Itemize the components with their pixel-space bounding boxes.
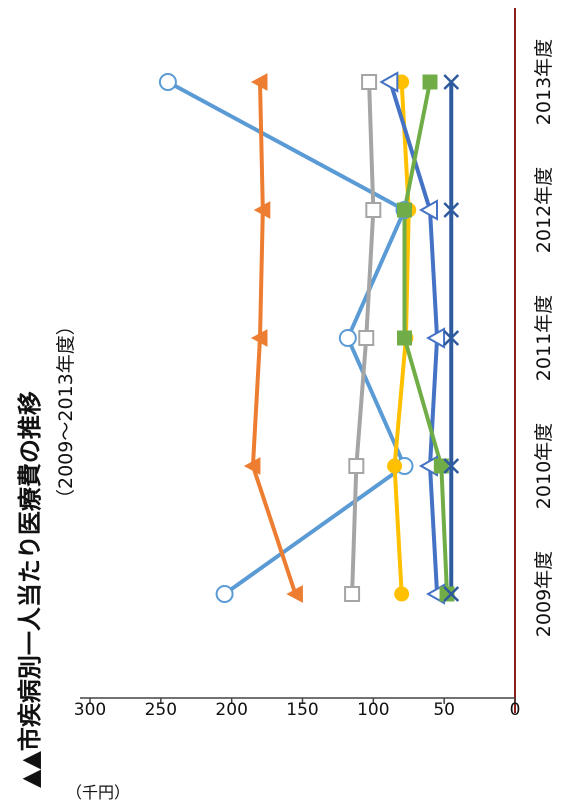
x-tick-label: 2009年度 bbox=[533, 551, 555, 637]
x-tick-label: 2011年度 bbox=[533, 295, 555, 381]
data-point bbox=[361, 74, 378, 90]
y-axis-unit-label: （千円） bbox=[66, 783, 130, 802]
data-point bbox=[426, 327, 446, 349]
data-point bbox=[250, 73, 268, 91]
data-point bbox=[365, 202, 382, 218]
y-tick-label: 100 bbox=[357, 700, 389, 720]
y-tick-label: 250 bbox=[145, 700, 177, 720]
x-tick-label: 2013年度 bbox=[533, 39, 555, 125]
rotated-chart-frame: ▲▲市疾病別一人当たり医療費の推移 （2009〜2013年度） （千円） 0 50… bbox=[16, 8, 555, 802]
data-point bbox=[358, 330, 375, 346]
y-tick-label: 200 bbox=[215, 700, 247, 720]
data-point bbox=[348, 458, 365, 474]
data-point bbox=[253, 201, 271, 219]
data-point bbox=[433, 458, 449, 474]
data-point bbox=[443, 74, 460, 90]
y-tick-label: 300 bbox=[74, 700, 106, 720]
data-point bbox=[286, 585, 303, 603]
data-point bbox=[215, 585, 234, 603]
chart-subtitle: （2009〜2013年度） bbox=[55, 316, 77, 508]
y-tick-label: 150 bbox=[286, 700, 318, 720]
y-tick-label: 0 bbox=[510, 700, 521, 720]
x-tick-label: 2010年度 bbox=[533, 423, 555, 509]
plot-area: 0 50 100 150 200 250 300 2009年度 2010年度 2011年度 2012… bbox=[74, 8, 555, 720]
y-tick-label: 50 bbox=[433, 700, 455, 720]
data-point bbox=[243, 457, 261, 475]
data-point bbox=[397, 202, 412, 218]
data-point bbox=[422, 74, 438, 90]
data-point bbox=[394, 586, 410, 602]
chart-title: ▲▲市疾病別一人当たり医療費の推移 bbox=[16, 391, 44, 788]
data-point bbox=[397, 330, 412, 346]
data-point bbox=[379, 71, 399, 93]
data-point bbox=[418, 199, 438, 221]
data-point bbox=[338, 329, 357, 347]
data-point bbox=[344, 586, 361, 602]
data-point bbox=[443, 330, 460, 346]
data-point bbox=[387, 458, 403, 474]
data-point bbox=[439, 586, 455, 602]
data-point bbox=[158, 73, 177, 91]
data-point bbox=[443, 458, 460, 474]
x-tick-label: 2012年度 bbox=[533, 167, 555, 253]
data-point bbox=[250, 329, 268, 347]
data-point bbox=[443, 202, 460, 218]
data-point bbox=[443, 586, 460, 602]
